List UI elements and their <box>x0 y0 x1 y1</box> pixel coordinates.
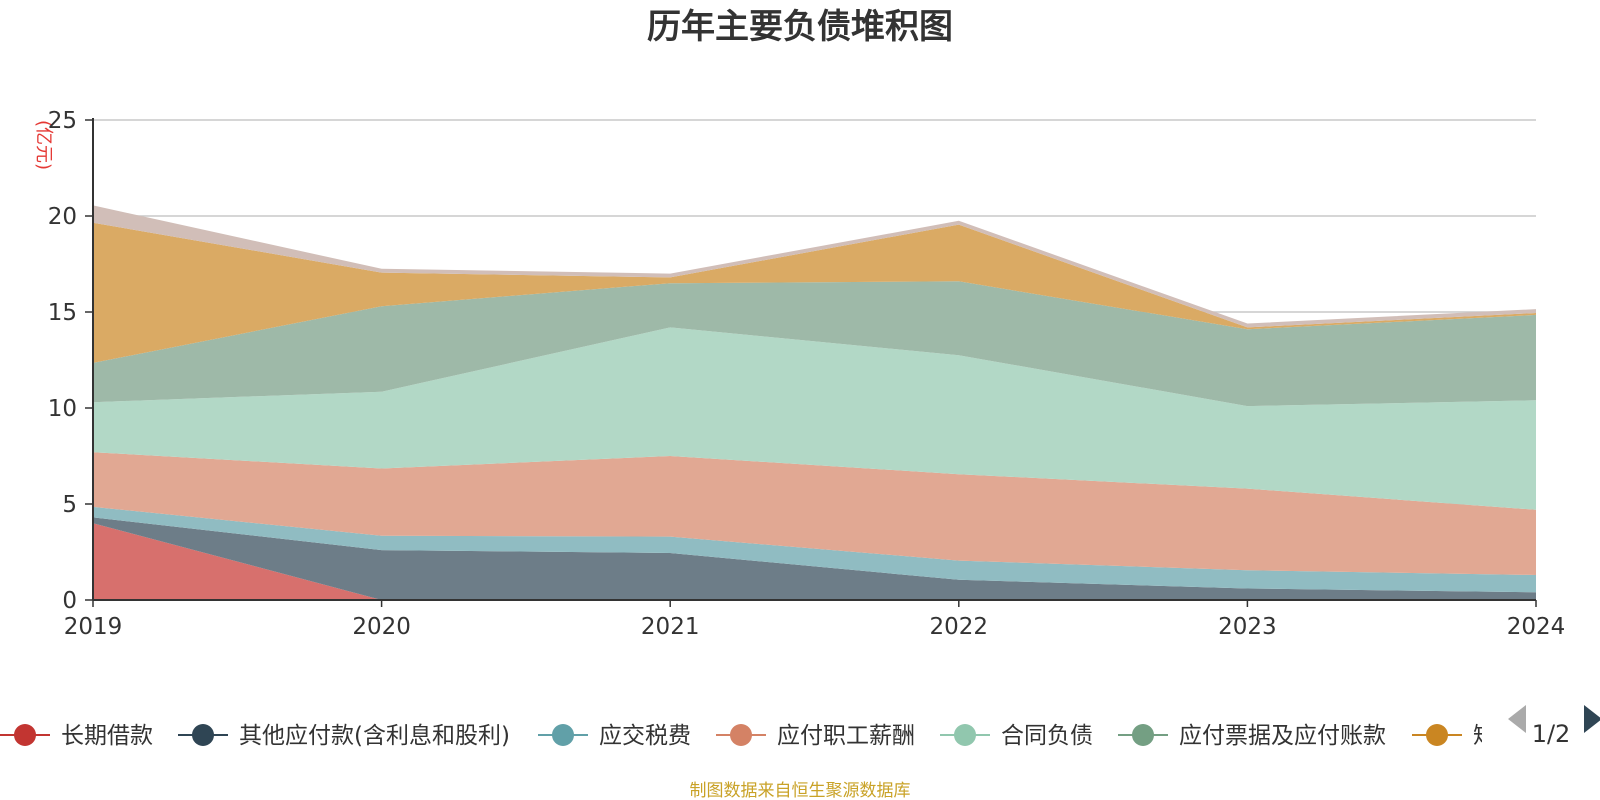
legend-circle-marker <box>552 724 574 746</box>
area-series-4 <box>93 452 1536 575</box>
legend-label: 短 <box>1473 723 1496 749</box>
legend-circle-marker <box>954 724 976 746</box>
area-series-7 <box>93 222 1536 363</box>
y-axis-unit-label: (亿元) <box>33 120 54 170</box>
y-tick-labels: 0 5 10 15 20 25 <box>48 108 77 614</box>
y-tick-label: 20 <box>48 204 77 230</box>
y-tick-label: 0 <box>62 588 77 614</box>
area-series-3 <box>93 506 1536 593</box>
legend-label: 应付票据及应付账款 <box>1179 723 1386 749</box>
y-tick-label: 10 <box>48 396 77 422</box>
data-source-note: 制图数据来自恒生聚源数据库 <box>690 781 911 800</box>
legend-item[interactable]: 应付票据及应付账款 <box>1118 723 1386 749</box>
chart-title: 历年主要负债堆积图 <box>647 7 953 47</box>
legend-item[interactable]: 应付职工薪酬 <box>716 723 915 749</box>
legend-label: 应付职工薪酬 <box>777 723 915 749</box>
legend-items[interactable]: 长期借款 其他应付款(含利息和股利) 应交税费 应付职工薪酬 合同负债 应付票据及应付账款… <box>0 723 1496 749</box>
legend-item[interactable]: 应交税费 <box>538 723 691 749</box>
axes <box>92 118 1536 601</box>
legend-circle-marker <box>1426 724 1448 746</box>
legend-label: 长期借款 <box>61 723 153 749</box>
area-series-5 <box>93 327 1536 510</box>
legend-page-indicator: 1/2 <box>1532 720 1571 748</box>
x-tick-label: 2021 <box>641 614 700 640</box>
area-series-2 <box>93 517 1536 600</box>
legend-pager[interactable]: 1/2 <box>1508 705 1600 748</box>
legend-label: 合同负债 <box>1001 723 1093 749</box>
legend-circle-marker <box>14 724 36 746</box>
legend-circle-marker <box>1132 724 1154 746</box>
legend-next-page-icon[interactable] <box>1584 705 1600 733</box>
legend-circle-marker <box>192 724 214 746</box>
x-tick-label: 2024 <box>1507 614 1566 640</box>
area-series-1 <box>93 523 1536 600</box>
y-tick-label: 25 <box>48 108 77 134</box>
y-tick-label: 5 <box>62 492 77 518</box>
legend-prev-page-icon[interactable] <box>1508 705 1526 733</box>
legend-circle-marker <box>730 724 752 746</box>
x-tick-label: 2019 <box>64 614 123 640</box>
legend[interactable]: 长期借款 其他应付款(含利息和股利) 应交税费 应付职工薪酬 合同负债 应付票据及应付账款… <box>0 723 1496 749</box>
legend-label: 应交税费 <box>599 723 691 749</box>
legend-item[interactable]: 长期借款 <box>0 723 153 749</box>
area-series <box>93 205 1536 600</box>
x-tick-label: 2022 <box>930 614 989 640</box>
y-tick-label: 15 <box>48 300 77 326</box>
area-series-6 <box>93 281 1536 407</box>
x-tick-labels: 2019 2020 2021 2022 2023 2024 <box>64 600 1566 640</box>
legend-item[interactable]: 短 <box>1412 723 1496 749</box>
x-tick-label: 2020 <box>352 614 411 640</box>
x-tick-label: 2023 <box>1218 614 1277 640</box>
legend-label: 其他应付款(含利息和股利) <box>239 723 510 749</box>
legend-item[interactable]: 合同负债 <box>940 723 1093 749</box>
legend-item[interactable]: 其他应付款(含利息和股利) <box>178 723 510 749</box>
